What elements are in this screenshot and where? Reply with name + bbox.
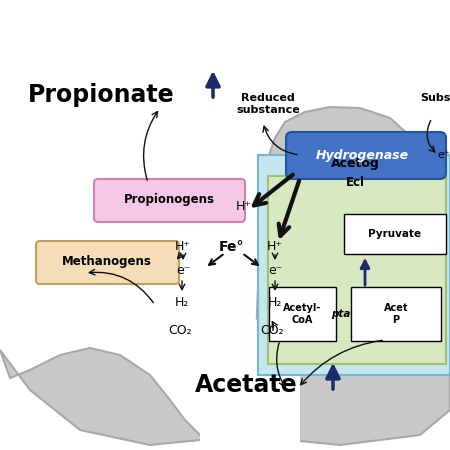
Text: Hydrogenase: Hydrogenase [315, 148, 409, 162]
FancyBboxPatch shape [351, 287, 441, 341]
Text: Ecl: Ecl [346, 176, 365, 189]
Text: H⁺: H⁺ [236, 201, 252, 213]
FancyBboxPatch shape [268, 176, 446, 364]
Polygon shape [0, 107, 450, 445]
Text: e⁻: e⁻ [176, 265, 190, 278]
Text: Reduced
substance: Reduced substance [236, 93, 300, 115]
Text: Methanogens: Methanogens [62, 256, 152, 269]
Text: Propionate: Propionate [28, 83, 175, 107]
Polygon shape [200, 318, 300, 450]
Text: H₂: H₂ [175, 296, 189, 309]
Text: Acet
P: Acet P [384, 303, 408, 325]
FancyBboxPatch shape [258, 155, 450, 375]
FancyBboxPatch shape [36, 241, 179, 284]
FancyBboxPatch shape [269, 287, 336, 341]
Text: Fe°: Fe° [219, 240, 245, 254]
Text: Propionogens: Propionogens [123, 194, 215, 207]
Text: CO₂: CO₂ [168, 324, 192, 337]
FancyBboxPatch shape [344, 214, 446, 254]
Text: H⁺: H⁺ [175, 240, 191, 253]
Text: CO₂: CO₂ [260, 324, 284, 337]
FancyBboxPatch shape [94, 179, 245, 222]
Text: pta: pta [331, 309, 351, 319]
Text: Pyruvate: Pyruvate [369, 229, 422, 239]
Text: e⁻: e⁻ [268, 265, 282, 278]
Text: H⁺: H⁺ [267, 240, 283, 253]
Text: Acetyl-
CoA: Acetyl- CoA [283, 303, 321, 325]
FancyBboxPatch shape [286, 132, 446, 179]
Text: Acetog: Acetog [331, 157, 379, 170]
Text: e⁺: e⁺ [437, 150, 450, 160]
Text: Acetate: Acetate [195, 373, 297, 397]
Text: H₂: H₂ [268, 296, 282, 309]
Text: Substance: Substance [420, 93, 450, 103]
